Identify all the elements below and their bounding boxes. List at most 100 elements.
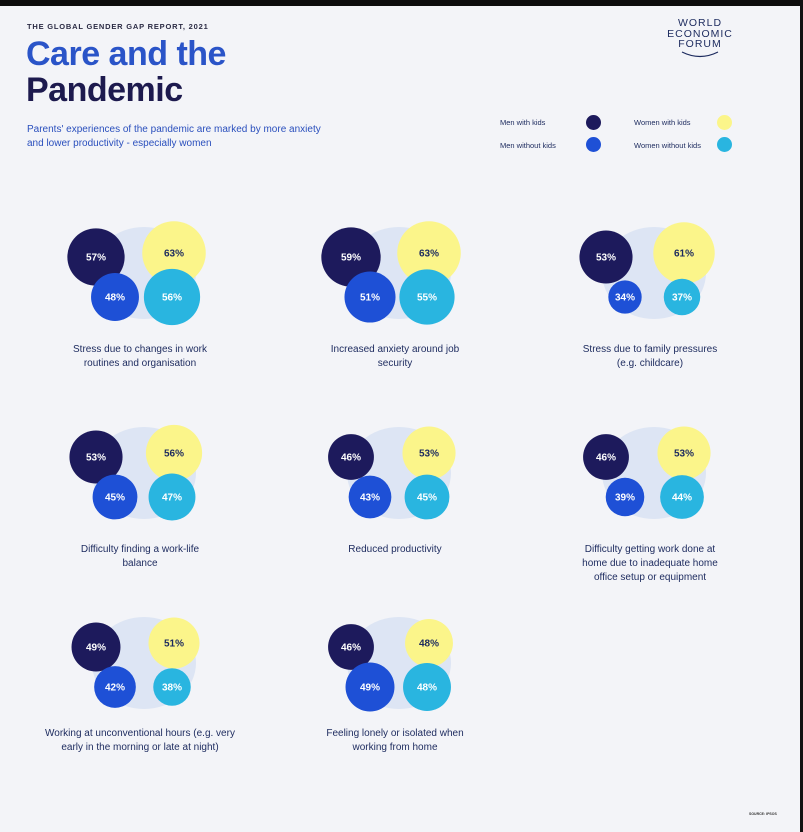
value-label-men-with-kids: 59% bbox=[341, 253, 361, 264]
value-label-women-without-kids: 45% bbox=[417, 493, 437, 504]
value-label-women-without-kids: 47% bbox=[162, 493, 182, 504]
value-label-men-without-kids: 45% bbox=[105, 493, 125, 504]
value-label-women-with-kids: 51% bbox=[164, 639, 184, 650]
logo-line-3: FORUM bbox=[678, 38, 722, 50]
logo-text: WORLD ECONOMIC FORUM bbox=[664, 18, 736, 50]
bubble-women-without-kids bbox=[660, 475, 704, 519]
bubble-women-with-kids bbox=[402, 426, 456, 480]
legend-dot-women-with-kids bbox=[717, 115, 732, 130]
title-line-2: Pandemic bbox=[26, 71, 183, 109]
legend-label-men-without-kids: Men without kids bbox=[500, 141, 556, 150]
panel-label-3: Stress due to family pressures (e.g. chi… bbox=[582, 344, 718, 369]
legend-label-women-without-kids: Women without kids bbox=[634, 141, 701, 150]
value-label-women-with-kids: 53% bbox=[419, 449, 439, 460]
bubble-women-with-kids bbox=[145, 424, 203, 482]
bubble-women-with-kids bbox=[657, 426, 711, 480]
legend-label-women-with-kids: Women with kids bbox=[634, 118, 691, 127]
bubble-women-without-kids bbox=[663, 278, 701, 316]
bubble-men-with-kids bbox=[328, 434, 374, 480]
legend-label-men-with-kids: Men with kids bbox=[500, 118, 546, 127]
legend-dot-men-with-kids bbox=[586, 115, 601, 130]
bubble-men-without-kids bbox=[608, 280, 642, 314]
bubble-men-with-kids bbox=[328, 624, 374, 670]
subtitle: Parents' experiences of the pandemic are… bbox=[27, 124, 321, 149]
logo-arc-icon bbox=[681, 50, 719, 57]
bubble-women-without-kids bbox=[143, 268, 201, 326]
value-label-men-with-kids: 49% bbox=[86, 643, 106, 654]
page-title: Care and the Pandemic bbox=[26, 36, 226, 108]
bubble-panel-1: 57% 63% 48% 56% bbox=[67, 221, 206, 326]
bubble-men-with-kids bbox=[69, 430, 123, 484]
value-label-men-with-kids: 46% bbox=[341, 643, 361, 654]
bubble-men-with-kids bbox=[71, 622, 121, 672]
value-label-men-without-kids: 48% bbox=[105, 293, 125, 304]
report-label: THE GLOBAL GENDER GAP REPORT, 2021 bbox=[27, 22, 209, 31]
logo-line-1: WORLD bbox=[677, 17, 723, 29]
bubble-men-without-kids bbox=[94, 666, 136, 708]
panel-label-1: Stress due to changes in work routines a… bbox=[73, 344, 207, 369]
value-label-women-without-kids: 37% bbox=[672, 293, 692, 304]
value-label-women-without-kids: 48% bbox=[417, 683, 437, 694]
value-label-men-with-kids: 46% bbox=[341, 453, 361, 464]
value-label-men-without-kids: 51% bbox=[360, 293, 380, 304]
bubble-panel-5: 46% 53% 43% 45% bbox=[328, 426, 456, 520]
bubble-men-without-kids bbox=[605, 477, 645, 517]
bubble-men-without-kids bbox=[344, 271, 396, 323]
bubble-women-without-kids bbox=[148, 473, 196, 521]
bubble-women-without-kids bbox=[404, 474, 450, 520]
panel-label-8: Feeling lonely or isolated when working … bbox=[326, 728, 464, 753]
bubble-women-with-kids bbox=[653, 222, 715, 284]
bubble-men-with-kids bbox=[67, 228, 125, 286]
bubble-men-with-kids bbox=[579, 230, 633, 284]
bubble-men-without-kids bbox=[91, 273, 139, 321]
bubble-women-with-kids bbox=[405, 619, 453, 667]
value-label-women-with-kids: 63% bbox=[419, 249, 439, 260]
bubble-women-with-kids bbox=[142, 221, 206, 285]
bubble-men-without-kids bbox=[92, 474, 138, 520]
value-label-men-without-kids: 49% bbox=[360, 683, 380, 694]
value-label-women-without-kids: 44% bbox=[672, 493, 692, 504]
value-label-women-with-kids: 48% bbox=[419, 639, 439, 650]
value-label-men-with-kids: 57% bbox=[86, 253, 106, 264]
legend-dot-men-without-kids bbox=[586, 137, 601, 152]
bubble-panel-4: 53% 56% 45% 47% bbox=[69, 424, 203, 521]
legend-dot-women-without-kids bbox=[717, 137, 732, 152]
value-label-women-without-kids: 38% bbox=[162, 683, 182, 694]
value-label-men-with-kids: 53% bbox=[596, 253, 616, 264]
value-label-women-with-kids: 61% bbox=[674, 249, 694, 260]
bubble-panel-6: 46% 53% 39% 44% bbox=[583, 426, 711, 519]
panel-label-5: Reduced productivity bbox=[348, 544, 442, 555]
bubble-women-without-kids bbox=[153, 668, 191, 706]
value-label-men-without-kids: 39% bbox=[615, 493, 635, 504]
value-label-men-without-kids: 42% bbox=[105, 683, 125, 694]
bubble-panel-7: 49% 51% 42% 38% bbox=[71, 617, 200, 709]
bubble-panel-3: 53% 61% 34% 37% bbox=[579, 222, 715, 319]
bubble-men-without-kids bbox=[345, 662, 395, 712]
value-label-men-with-kids: 53% bbox=[86, 453, 106, 464]
bubble-men-without-kids bbox=[348, 475, 392, 519]
bubble-women-with-kids bbox=[148, 617, 200, 669]
value-label-women-with-kids: 63% bbox=[164, 249, 184, 260]
value-label-men-without-kids: 34% bbox=[615, 293, 635, 304]
right-frame-bar bbox=[800, 0, 803, 832]
value-label-women-without-kids: 55% bbox=[417, 293, 437, 304]
title-line-1: Care and the bbox=[26, 35, 226, 73]
panel-label-2: Increased anxiety around job security bbox=[330, 344, 460, 369]
bubble-panel-8: 46% 48% 49% 48% bbox=[328, 617, 453, 712]
bubble-women-without-kids bbox=[399, 269, 455, 325]
value-label-men-without-kids: 43% bbox=[360, 493, 380, 504]
value-label-men-with-kids: 46% bbox=[596, 453, 616, 464]
panel-label-4: Difficulty finding a work-life balance bbox=[80, 544, 200, 569]
logo-line-2: ECONOMIC bbox=[667, 27, 733, 40]
panel-label-7: Working at unconventional hours (e.g. ve… bbox=[45, 728, 235, 753]
top-frame-bar bbox=[0, 0, 803, 6]
value-label-women-with-kids: 56% bbox=[164, 449, 184, 460]
panel-label-6: Difficulty getting work done at home due… bbox=[582, 544, 718, 583]
bubble-men-with-kids bbox=[583, 434, 629, 480]
bubble-panel-2: 59% 63% 51% 55% bbox=[321, 221, 461, 325]
wef-logo: WORLD ECONOMIC FORUM bbox=[664, 18, 736, 59]
bubble-women-with-kids bbox=[397, 221, 461, 285]
bubble-women-without-kids bbox=[403, 663, 451, 711]
source-note: SOURCE: IPSOS bbox=[749, 812, 777, 816]
value-label-women-without-kids: 56% bbox=[162, 293, 182, 304]
